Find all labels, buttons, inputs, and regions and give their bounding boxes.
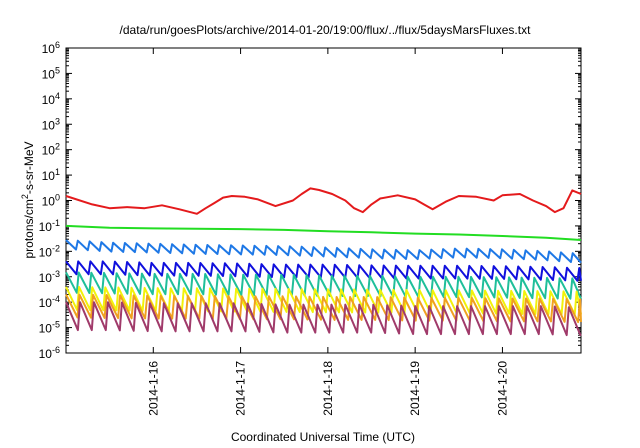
y-tick-base: 10 [42, 169, 56, 183]
x-tick-label: 2014-1-16 [146, 361, 160, 416]
series-layer [65, 187, 582, 337]
y-tick-base: 10 [42, 195, 56, 209]
series-line-3 [65, 239, 582, 264]
y-tick-exp: 2 [55, 142, 60, 152]
series-line-2 [65, 224, 582, 241]
y-tick-exp: 3 [55, 116, 60, 126]
chart-title: /data/run/goesPlots/archive/2014-01-20/1… [120, 23, 532, 37]
y-axis: 10-610-510-410-310-210-11001011021031041… [39, 40, 581, 361]
series-line-7 [65, 293, 582, 324]
y-tick-base: 10 [39, 271, 53, 285]
y-tick-label: 10-4 [39, 294, 60, 310]
y-tick-exp: -1 [52, 218, 60, 228]
y-tick-exp: 1 [55, 167, 60, 177]
y-tick-exp: -6 [52, 345, 60, 355]
series-line-8 [65, 301, 582, 337]
y-axis-label-sup: 2 [20, 194, 30, 199]
x-axis-label: Coordinated Universal Time (UTC) [231, 430, 415, 444]
series-line-5 [65, 271, 582, 300]
y-tick-label: 10-2 [39, 243, 60, 259]
y-tick-base: 10 [42, 118, 56, 132]
y-tick-base: 10 [39, 296, 53, 310]
y-tick-exp: 6 [55, 40, 60, 50]
y-tick-base: 10 [42, 144, 56, 158]
y-tick-exp: 5 [55, 65, 60, 75]
y-tick-base: 10 [42, 42, 56, 56]
y-tick-base: 10 [39, 220, 53, 234]
y-axis-label-pre: protons/cm [22, 199, 36, 258]
y-tick-label: 100 [42, 193, 60, 209]
y-axis-label: protons/cm2-s-sr-MeV [20, 141, 36, 258]
y-tick-label: 104 [42, 91, 60, 107]
y-tick-base: 10 [42, 93, 56, 107]
y-tick-label: 10-6 [39, 345, 60, 361]
y-tick-label: 10-5 [39, 320, 60, 336]
y-tick-label: 103 [42, 116, 60, 132]
y-tick-label: 105 [42, 65, 60, 81]
x-tick-label: 2014-1-18 [321, 361, 335, 416]
y-axis-label-post: -s-sr-MeV [22, 141, 36, 194]
x-tick-label: 2014-1-19 [408, 361, 422, 416]
y-tick-label: 10-1 [39, 218, 60, 234]
y-tick-label: 106 [42, 40, 60, 56]
y-tick-exp: -3 [52, 269, 60, 279]
series-line-4 [65, 260, 582, 282]
x-tick-label: 2014-1-20 [495, 361, 509, 416]
series-line-1 [65, 187, 582, 215]
y-tick-base: 10 [39, 322, 53, 336]
series-line-6 [65, 286, 582, 316]
y-tick-exp: 4 [55, 91, 60, 101]
x-axis: 2014-1-16 2014-1-17 2014-1-18 2014-1-19 2014… [146, 48, 509, 416]
y-tick-label: 10-3 [39, 269, 60, 285]
y-tick-label: 102 [42, 142, 60, 158]
y-tick-base: 10 [42, 67, 56, 81]
y-tick-exp: -4 [52, 294, 60, 304]
y-tick-base: 10 [39, 347, 53, 361]
y-tick-exp: -5 [52, 320, 60, 330]
y-tick-exp: -2 [52, 243, 60, 253]
y-tick-label: 101 [42, 167, 60, 183]
x-tick-label: 2014-1-17 [234, 361, 248, 416]
y-tick-exp: 0 [55, 193, 60, 203]
y-tick-base: 10 [39, 245, 53, 259]
